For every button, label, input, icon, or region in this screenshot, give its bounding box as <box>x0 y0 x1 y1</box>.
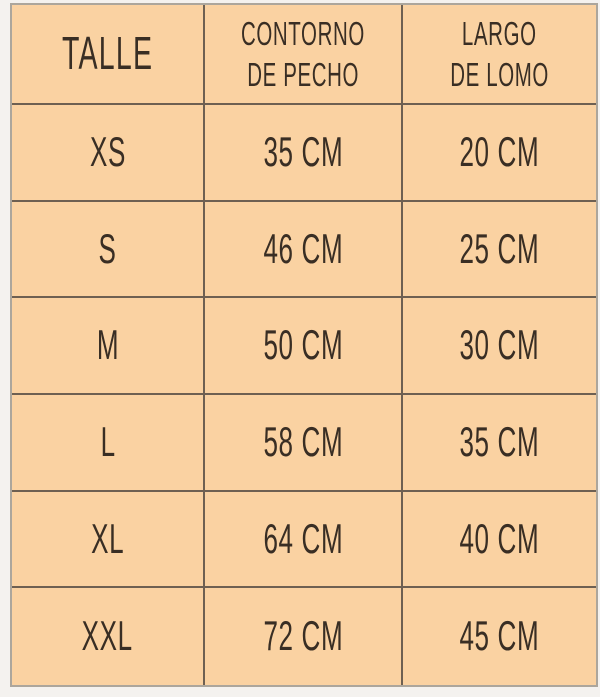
size-value: XS <box>89 128 126 176</box>
cell-chest-xs: 35 CM <box>205 105 403 202</box>
size-value: S <box>98 224 117 272</box>
chest-value: 58 CM <box>263 418 343 466</box>
header-cell-talle: TALLE <box>12 5 206 105</box>
back-value: 35 CM <box>459 418 540 466</box>
back-value: 45 CM <box>459 612 540 660</box>
cell-back-m: 30 CM <box>402 298 596 395</box>
cell-chest-xl: 64 CM <box>205 491 403 589</box>
cell-back-s: 25 CM <box>402 202 596 299</box>
size-value: XXL <box>82 612 134 660</box>
size-value: M <box>96 321 119 369</box>
size-value: L <box>100 418 116 466</box>
header-label-contorno: CONTORNO <box>241 14 365 52</box>
header-label-de-pecho: DE PECHO <box>247 56 359 93</box>
header-label-talle: TALLE <box>62 27 154 80</box>
chest-value: 35 CM <box>263 128 343 176</box>
back-value: 40 CM <box>459 514 540 562</box>
cell-size-m: M <box>12 298 206 395</box>
header-label-largo: LARGO <box>461 14 537 52</box>
cell-chest-l: 58 CM <box>205 394 403 492</box>
cell-chest-s: 46 CM <box>205 201 403 299</box>
cell-size-xl: XL <box>12 491 206 589</box>
cell-chest-xxl: 72 CM <box>205 588 403 685</box>
chest-value: 50 CM <box>263 321 343 369</box>
cell-back-xs: 20 CM <box>402 105 596 202</box>
cell-size-xxl: XXL <box>12 588 206 685</box>
cell-size-xs: XS <box>12 105 206 202</box>
size-value: XL <box>91 514 125 562</box>
cell-back-l: 35 CM <box>402 395 596 492</box>
cell-back-xxl: 45 CM <box>403 588 596 685</box>
header-label-de-lomo: DE LOMO <box>449 56 549 93</box>
header-cell-contorno-de-pecho: CONTORNO DE PECHO <box>205 5 403 105</box>
chest-value: 46 CM <box>263 224 343 272</box>
back-value: 25 CM <box>459 224 540 272</box>
back-value: 30 CM <box>459 321 540 369</box>
chest-value: 64 CM <box>263 514 343 562</box>
size-chart-table: TALLE CONTORNO DE PECHO LARGO DE LOMO XS… <box>10 3 598 687</box>
cell-chest-m: 50 CM <box>205 298 403 395</box>
cell-size-s: S <box>12 201 206 299</box>
header-cell-largo-de-lomo: LARGO DE LOMO <box>402 5 596 105</box>
chest-value: 72 CM <box>263 612 343 660</box>
cell-back-xl: 40 CM <box>402 492 596 589</box>
back-value: 20 CM <box>459 128 540 176</box>
cell-size-l: L <box>12 394 206 492</box>
